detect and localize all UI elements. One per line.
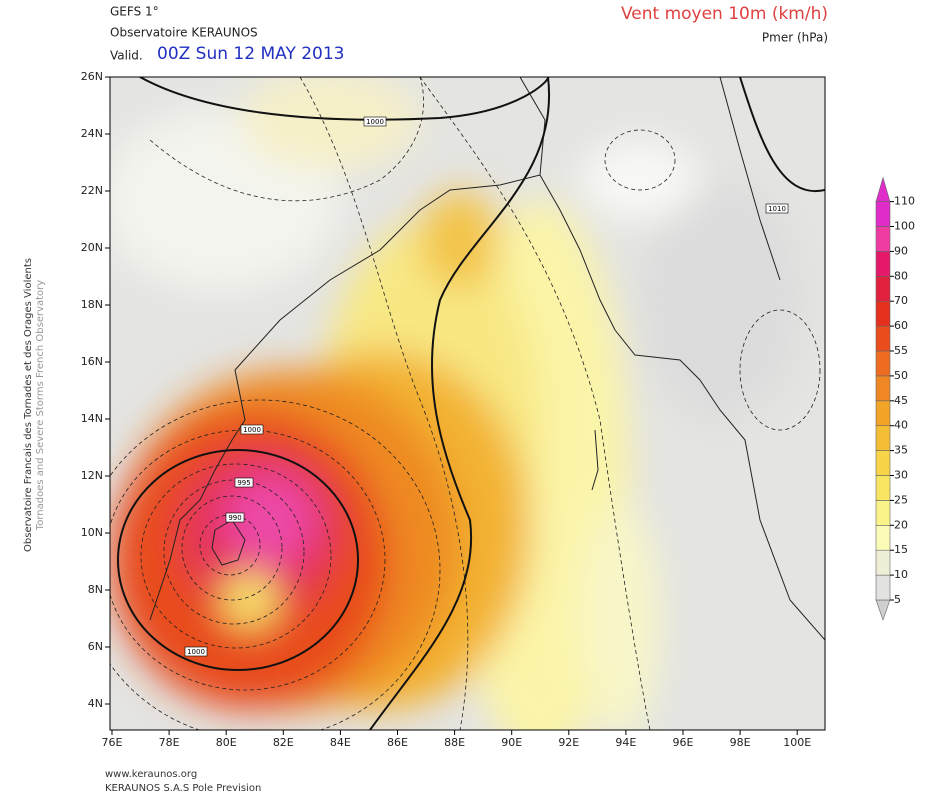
colorbar-label: 45 — [894, 394, 908, 407]
footer-company: KERAUNOS S.A.S Pole Prevision — [105, 783, 261, 794]
lon-label: 94E — [615, 736, 636, 749]
colorbar-label: 20 — [894, 518, 908, 531]
colorbar-swatch — [875, 549, 891, 576]
valid-time: 00Z Sun 12 MAY 2013 — [157, 44, 345, 64]
colorbar-label: 110 — [894, 195, 915, 208]
lon-label: 92E — [558, 736, 579, 749]
colorbar-label: 5 — [894, 593, 901, 606]
colorbar-label: 25 — [894, 493, 908, 506]
lat-label: 4N — [88, 697, 103, 710]
lon-label: 98E — [730, 736, 751, 749]
colorbar-swatch — [875, 450, 891, 476]
lon-label: 90E — [501, 736, 522, 749]
colorbar-label: 50 — [894, 369, 908, 382]
lon-label: 82E — [273, 736, 294, 749]
colorbar-label: 80 — [894, 269, 908, 282]
field-title: Vent moyen 10m (km/h) — [621, 4, 828, 24]
contour-label: 1000 — [243, 426, 261, 434]
colorbar-label: 40 — [894, 419, 908, 432]
colorbar-label: 90 — [894, 244, 908, 257]
lat-label: 12N — [81, 469, 103, 482]
contour-label: 995 — [237, 479, 250, 487]
colorbar-label: 30 — [894, 469, 908, 482]
colorbar-swatch — [875, 325, 891, 352]
lon-label: 96E — [673, 736, 694, 749]
colorbar-swatch — [875, 201, 891, 227]
lon-label: 84E — [330, 736, 351, 749]
colorbar-swatch — [875, 275, 891, 302]
colorbar-label: 35 — [894, 444, 908, 457]
colorbar-label: 70 — [894, 294, 908, 307]
lat-label: 22N — [81, 184, 103, 197]
colorbar-label: 100 — [894, 220, 915, 233]
lon-label: 88E — [444, 736, 465, 749]
overlay-title: Pmer (hPa) — [762, 31, 828, 45]
model-label: GEFS 1° — [110, 5, 159, 19]
colorbar-swatch — [875, 599, 891, 621]
lon-label: 86E — [387, 736, 408, 749]
map-axes: 76E 78E 80E 82E 84E 86E 88E 90E 92E 94E 96E 98E 100E… — [81, 70, 811, 749]
lat-label: 18N — [81, 298, 103, 311]
colorbar-swatch — [875, 350, 891, 377]
lat-label: 10N — [81, 526, 103, 539]
source-label: Observatoire KERAUNOS — [110, 26, 258, 40]
colorbar-swatch — [875, 300, 891, 327]
colorbar-swatch — [875, 375, 891, 402]
colorbar-swatch — [875, 475, 891, 501]
side-text: Tornadoes and Severe Storms French Obser… — [35, 280, 46, 531]
contour-label: 1000 — [187, 648, 205, 656]
colorbar-label: 55 — [894, 344, 908, 357]
colorbar-swatch — [875, 400, 891, 426]
colorbar-label: 60 — [894, 319, 908, 332]
lat-label: 16N — [81, 355, 103, 368]
lat-label: 24N — [81, 127, 103, 140]
map-area — [110, 77, 825, 730]
colorbar-label: 10 — [894, 568, 908, 581]
colorbar-swatch — [875, 500, 891, 526]
valid-label: Valid. — [110, 49, 143, 63]
lon-label: 78E — [159, 736, 180, 749]
contour-label: 990 — [228, 514, 241, 522]
lat-label: 14N — [81, 412, 103, 425]
colorbar-swatch — [875, 524, 891, 551]
lon-label: 100E — [783, 736, 811, 749]
lat-label: 8N — [88, 583, 103, 596]
colorbar-swatch — [875, 574, 891, 601]
contour-label: 1000 — [366, 118, 384, 126]
lat-label: 26N — [81, 70, 103, 83]
side-text: Observatoire Francais des Tornades et de… — [23, 258, 34, 552]
lat-label: 20N — [81, 241, 103, 254]
colorbar-swatch — [875, 425, 891, 451]
colorbar-label: 15 — [894, 543, 908, 556]
colorbar-swatch — [875, 176, 891, 202]
colorbar-swatch — [875, 251, 891, 277]
lat-label: 6N — [88, 640, 103, 653]
lon-label: 80E — [216, 736, 237, 749]
colorbar: 5 10 15 20 25 30 35 40 45 50 55 60 70 80 90 100 110 — [875, 176, 915, 621]
lon-label: 76E — [102, 736, 123, 749]
footer-url: www.keraunos.org — [105, 769, 197, 780]
map-frame — [109, 76, 826, 731]
colorbar-swatch — [875, 226, 891, 252]
contour-label: 1010 — [768, 205, 786, 213]
